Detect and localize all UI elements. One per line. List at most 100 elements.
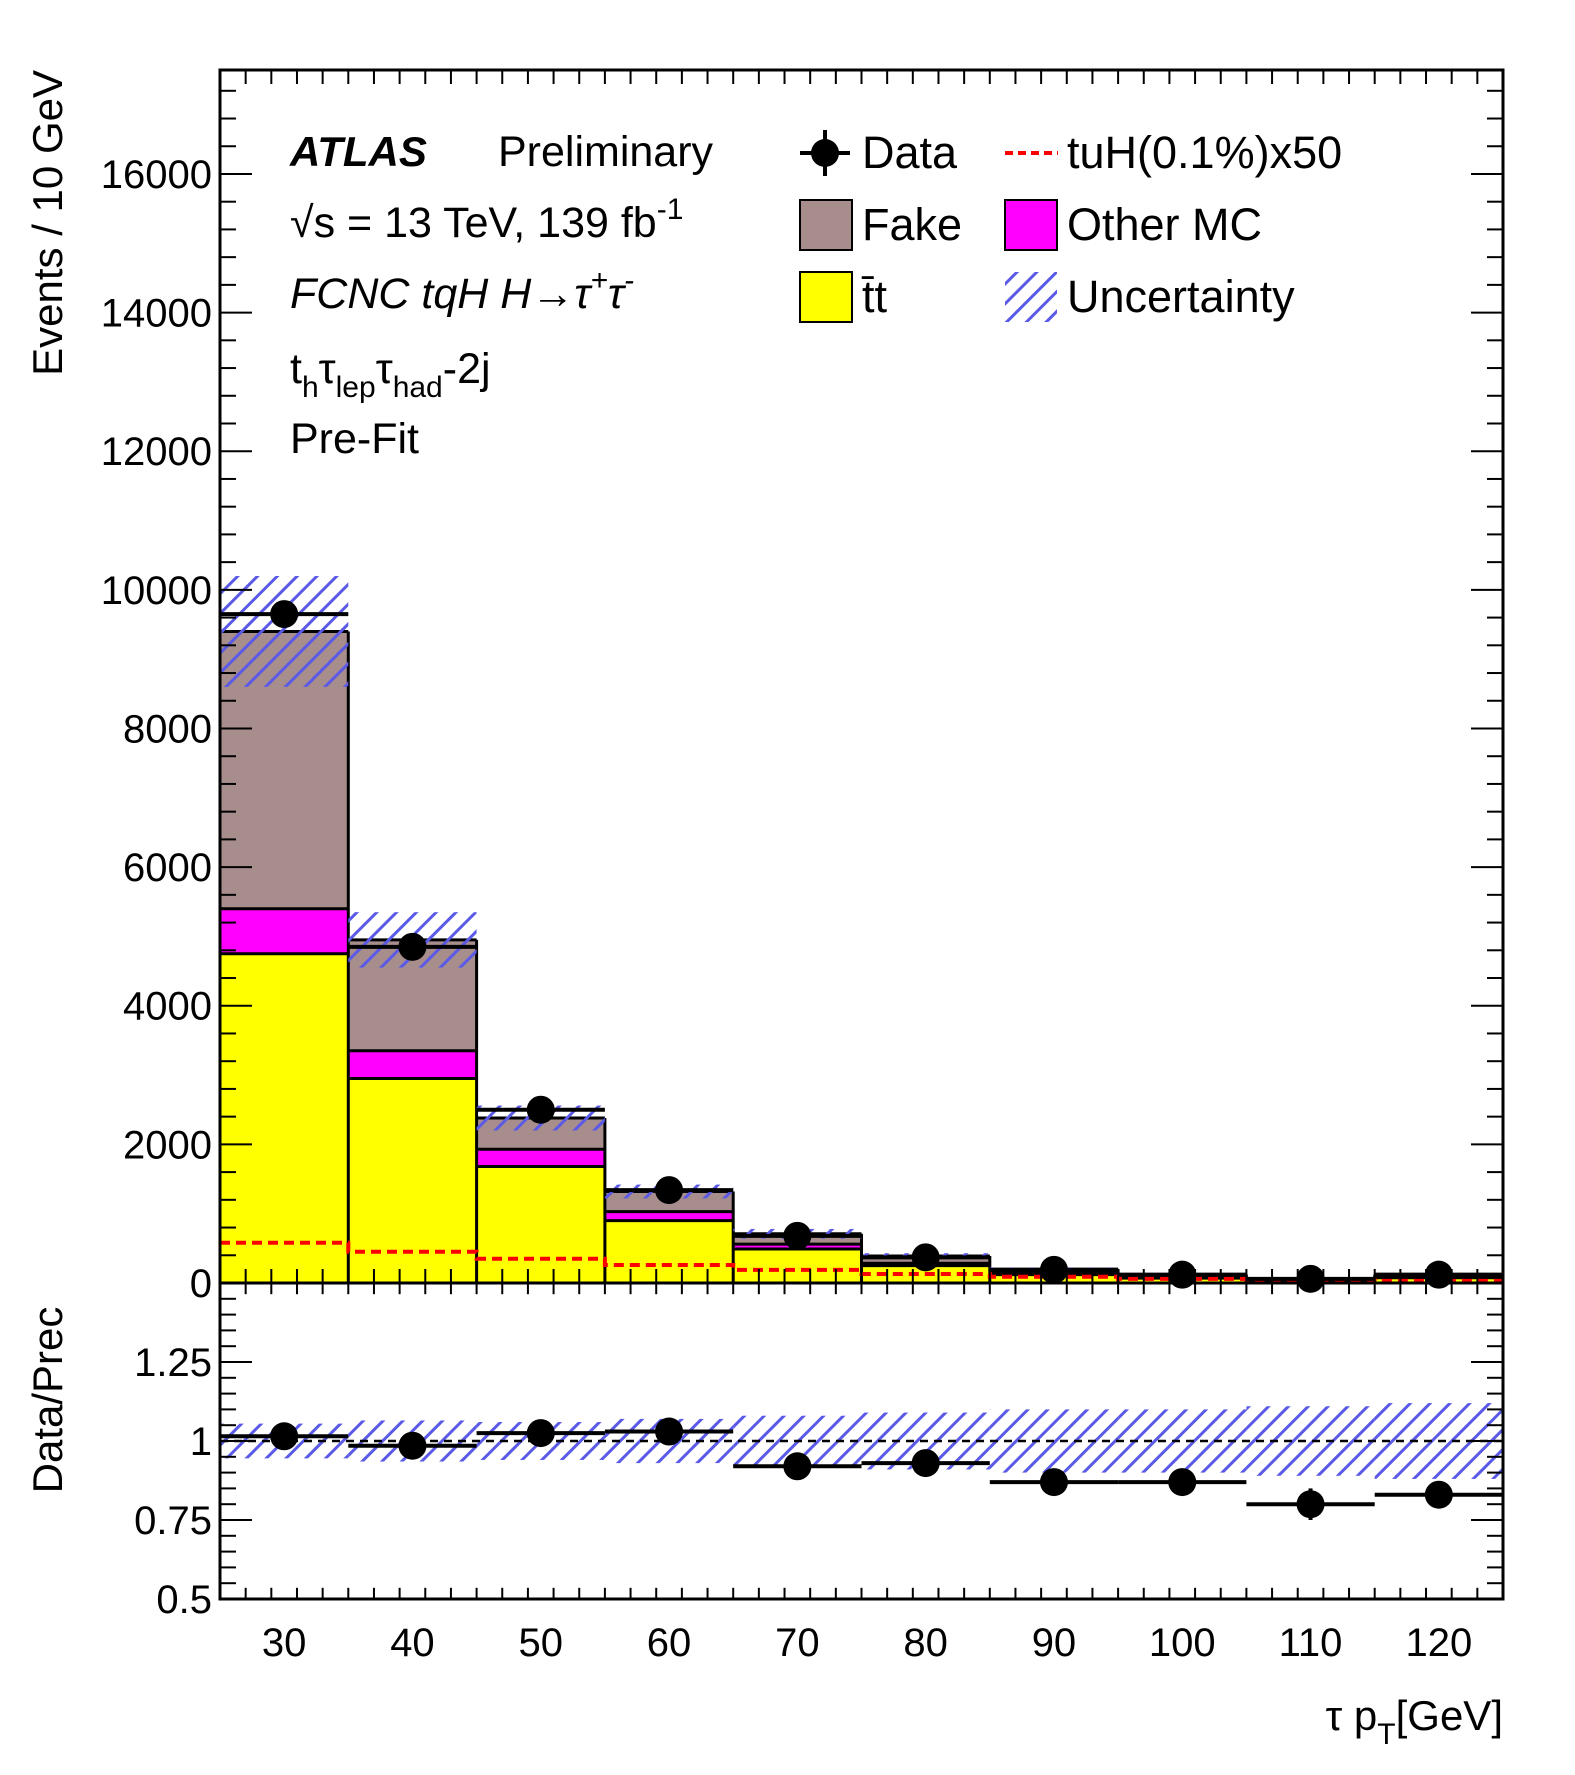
x-axis-title-sub: T — [1377, 1718, 1395, 1751]
channel-tau1: τ — [319, 345, 336, 393]
ratio-uncertainty-100 — [1118, 1409, 1247, 1473]
axis-ticks — [219, 70, 1504, 1600]
energy-sup: -1 — [657, 193, 684, 226]
ratio-point-110 — [1296, 1490, 1325, 1519]
ytick-main-label-10000: 10000 — [101, 569, 212, 613]
legend-ttbar-label: t̄t — [861, 271, 888, 322]
energy-sqrt: √s — [290, 199, 335, 247]
uncertainty-30 — [220, 575, 349, 687]
bar-other-mc-60 — [604, 1211, 734, 1221]
legend-othermc-swatch — [1004, 199, 1058, 251]
xtick-label-30: 30 — [262, 1621, 307, 1665]
xtick-label-90: 90 — [1032, 1621, 1077, 1665]
data-point-90 — [1039, 1255, 1068, 1284]
ytick-main-label-12000: 12000 — [101, 430, 212, 474]
ratio-point-30 — [270, 1422, 299, 1451]
stage-label: Pre-Fit — [290, 415, 419, 463]
xtick-label-100: 100 — [1149, 1621, 1216, 1665]
xtick-label-40: 40 — [390, 1621, 435, 1665]
ratio-y-axis-title: Data/Prec — [24, 1307, 71, 1494]
energy-value: = 13 TeV, 139 fb — [335, 199, 657, 247]
ytick-ratio-label-0.75: 0.75 — [134, 1499, 212, 1543]
ytick-main-label-0: 0 — [190, 1262, 212, 1306]
legend: Data tuH(0.1%)x50 Fake Other MC t̄t Unce… — [799, 127, 1342, 323]
channel-lep: lep — [336, 371, 376, 404]
ratio-point-50 — [526, 1419, 555, 1448]
data-point-50 — [526, 1095, 555, 1124]
x-axis-title: τ pT[GeV] — [1326, 1692, 1503, 1751]
ratio-point-60 — [655, 1417, 684, 1446]
bar-t-t-60 — [604, 1220, 734, 1283]
legend-uncertainty: Uncertainty — [1005, 271, 1295, 322]
main-y-axis-title: Events / 10 GeV — [24, 70, 71, 376]
x-axis-title-tau: τ p — [1326, 1692, 1378, 1739]
ratio-point-100 — [1168, 1468, 1197, 1497]
ytick-main-label-6000: 6000 — [123, 846, 212, 890]
channel-had: had — [393, 371, 443, 404]
ratio-point-120 — [1424, 1480, 1453, 1509]
channel-label: thτlepτhad-2j — [290, 345, 491, 404]
info-block: ATLAS Preliminary √s = 13 TeV, 139 fb-1 … — [289, 128, 714, 463]
data-point-30 — [270, 600, 299, 629]
data-point-60 — [655, 1176, 684, 1205]
xtick-label-50: 50 — [519, 1621, 564, 1665]
legend-uncertainty-label: Uncertainty — [1067, 271, 1295, 322]
xtick-label-60: 60 — [647, 1621, 692, 1665]
channel-suffix: -2j — [443, 345, 491, 393]
xtick-label-110: 110 — [1279, 1621, 1343, 1665]
data-point-110 — [1296, 1264, 1325, 1293]
legend-fake-label: Fake — [862, 199, 962, 250]
xtick-label-80: 80 — [903, 1621, 948, 1665]
ytick-main-label-8000: 8000 — [123, 707, 212, 751]
process-label: FCNC tqH H→τ+τ- — [290, 264, 634, 318]
ytick-main-label-16000: 16000 — [101, 153, 212, 197]
process-sup2: - — [624, 264, 634, 297]
channel-tau2: τ — [376, 345, 393, 393]
bar-other-mc-30 — [220, 908, 349, 954]
legend-data-marker — [811, 139, 839, 167]
x-axis-title-unit: [GeV] — [1396, 1692, 1503, 1739]
channel-t: t — [290, 345, 302, 393]
data-point-80 — [911, 1243, 940, 1272]
energy-lumi-label: √s = 13 TeV, 139 fb-1 — [290, 193, 683, 247]
ytick-ratio-label-0.5: 0.5 — [156, 1578, 212, 1622]
bar-other-mc-50 — [476, 1149, 605, 1167]
atlas-label: ATLAS — [289, 128, 427, 175]
legend-signal: tuH(0.1%)x50 — [1005, 127, 1342, 178]
ytick-main-label-4000: 4000 — [123, 985, 212, 1029]
ratio-point-40 — [398, 1431, 427, 1460]
legend-fake: Fake — [799, 199, 962, 251]
legend-data: Data — [800, 127, 958, 178]
bar-other-mc-40 — [348, 1050, 477, 1079]
ratio-uncertainty-110 — [1246, 1406, 1375, 1476]
ratio-data-layer — [220, 1417, 1503, 1520]
legend-uncertainty-swatch — [1005, 272, 1057, 322]
ytick-main-label-2000: 2000 — [123, 1123, 212, 1167]
process-main: FCNC tqH H→τ — [290, 270, 593, 318]
data-point-40 — [398, 932, 427, 961]
xtick-label-70: 70 — [775, 1621, 820, 1665]
process-tau: τ — [608, 270, 627, 318]
legend-signal-label: tuH(0.1%)x50 — [1067, 127, 1342, 178]
legend-ttbar-swatch — [799, 271, 853, 323]
data-point-70 — [783, 1221, 812, 1250]
bar-t-t-30 — [220, 953, 349, 1283]
ratio-point-90 — [1039, 1468, 1068, 1497]
preliminary-label: Preliminary — [498, 128, 714, 176]
ratio-point-80 — [911, 1449, 940, 1478]
tick-labels: 30 40 50 60 70 80 90 100 110 120 0 2000 4000 6000 8000… — [101, 153, 1472, 1665]
bar-t-t-40 — [348, 1078, 477, 1283]
bar-t-t-50 — [476, 1166, 605, 1283]
process-sup1: + — [590, 264, 608, 297]
legend-fake-swatch — [799, 199, 853, 251]
legend-data-label: Data — [862, 127, 958, 178]
xtick-label-120: 120 — [1405, 1621, 1472, 1665]
legend-othermc-label: Other MC — [1067, 199, 1262, 250]
channel-h: h — [302, 371, 319, 404]
ratio-point-70 — [783, 1452, 812, 1481]
bar-t-t-70 — [733, 1249, 862, 1283]
ytick-main-label-14000: 14000 — [101, 292, 212, 336]
ytick-ratio-label-1.25: 1.25 — [134, 1341, 212, 1385]
legend-ttbar: t̄t — [799, 271, 888, 323]
